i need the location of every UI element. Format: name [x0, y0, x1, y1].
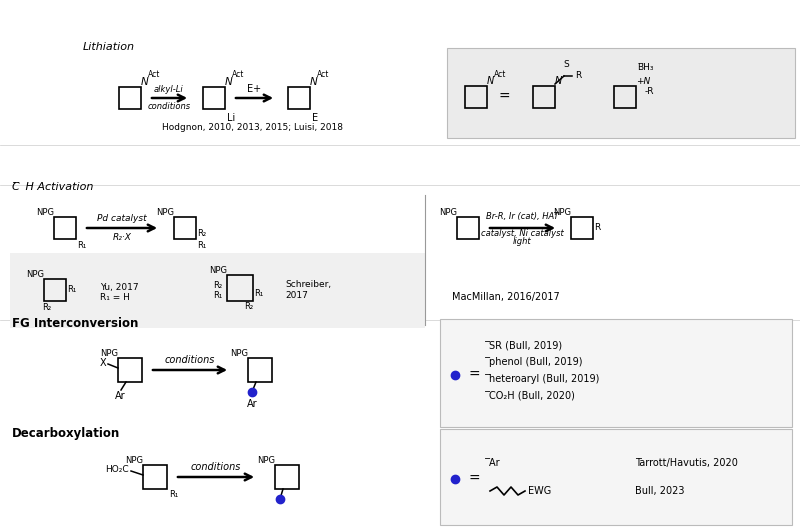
Text: H Activation: H Activation [22, 182, 94, 192]
Text: Bull, 2023: Bull, 2023 [635, 486, 685, 496]
Text: NPG: NPG [26, 270, 44, 279]
Text: Lithiation: Lithiation [83, 42, 135, 52]
Text: R₂: R₂ [197, 229, 206, 238]
Text: E+: E+ [247, 84, 261, 94]
Text: light: light [513, 237, 531, 246]
Text: R₂: R₂ [42, 303, 51, 312]
Text: N: N [141, 77, 149, 87]
Text: C̅: C̅ [12, 182, 20, 192]
Text: =: = [498, 90, 510, 104]
Text: =: = [468, 472, 480, 486]
Text: NPG: NPG [36, 208, 54, 217]
Text: Act: Act [317, 70, 330, 79]
Text: MacMillan, 2016/2017: MacMillan, 2016/2017 [452, 292, 560, 302]
Text: S: S [563, 60, 569, 69]
Text: X: X [99, 358, 106, 368]
Text: R₂·X: R₂·X [113, 233, 131, 242]
Text: ̅Ar: ̅Ar [490, 458, 501, 468]
Bar [10, 253, 425, 328]
Text: Act: Act [232, 70, 244, 79]
Text: N: N [310, 77, 318, 87]
Text: N: N [555, 76, 562, 86]
Bar [440, 319, 792, 427]
Text: Act: Act [494, 70, 506, 79]
Text: conditions: conditions [191, 462, 241, 472]
Text: R₂: R₂ [244, 302, 253, 311]
Text: NPG: NPG [553, 208, 571, 217]
Text: Pd catalyst: Pd catalyst [97, 214, 147, 223]
Text: Tarrott/Havutis, 2020: Tarrott/Havutis, 2020 [635, 458, 738, 468]
Text: R₂: R₂ [213, 281, 222, 290]
Text: R: R [594, 224, 600, 233]
Text: HO₂C: HO₂C [106, 465, 129, 474]
Text: R₁: R₁ [254, 289, 263, 298]
Text: NPG: NPG [257, 456, 275, 465]
Text: ̅phenol (Bull, 2019): ̅phenol (Bull, 2019) [490, 357, 583, 367]
Text: 2017: 2017 [285, 291, 308, 300]
Text: N: N [487, 76, 494, 86]
Text: ̅SR (Bull, 2019): ̅SR (Bull, 2019) [490, 340, 563, 350]
Text: Ar: Ar [114, 391, 126, 401]
Text: NPG: NPG [230, 349, 248, 358]
Text: R₁: R₁ [197, 241, 206, 250]
Bar [447, 48, 795, 138]
Text: E: E [312, 113, 318, 123]
Text: ̅CO₂H (Bull, 2020): ̅CO₂H (Bull, 2020) [490, 391, 576, 401]
Text: alkyl-Li: alkyl-Li [154, 85, 184, 94]
Text: R₁: R₁ [169, 490, 178, 499]
Text: Ar: Ar [246, 399, 258, 409]
Text: EWG: EWG [528, 486, 551, 496]
Text: NPG: NPG [156, 208, 174, 217]
Text: NPG: NPG [439, 208, 457, 217]
Bar [440, 429, 792, 525]
Text: NPG: NPG [125, 456, 143, 465]
Text: Yu, 2017: Yu, 2017 [100, 283, 138, 292]
Text: -R: -R [645, 87, 654, 96]
Text: Act: Act [148, 70, 160, 79]
Text: Li: Li [227, 113, 235, 123]
Text: R: R [575, 72, 582, 81]
Text: R₁: R₁ [213, 292, 222, 301]
Text: NPG: NPG [209, 266, 227, 275]
Text: R₁: R₁ [77, 241, 86, 250]
Text: R₁ = H: R₁ = H [100, 293, 130, 302]
Text: Hodgnon, 2010, 2013, 2015; Luisi, 2018: Hodgnon, 2010, 2013, 2015; Luisi, 2018 [162, 123, 343, 132]
Text: NPG: NPG [100, 349, 118, 358]
Text: catalyst, Ni catalyst: catalyst, Ni catalyst [481, 229, 563, 238]
Text: ̅heteroaryl (Bull, 2019): ̅heteroaryl (Bull, 2019) [490, 374, 600, 384]
Text: R₁: R₁ [67, 286, 76, 295]
Text: conditions: conditions [147, 102, 190, 111]
Text: =: = [468, 368, 480, 382]
Text: N: N [225, 77, 233, 87]
Text: conditions: conditions [165, 355, 215, 365]
Text: B̅H₃: B̅H₃ [637, 63, 654, 72]
Text: Decarboxylation: Decarboxylation [12, 427, 120, 440]
Text: FG Interconversion: FG Interconversion [12, 317, 138, 330]
Text: Schreiber,: Schreiber, [285, 280, 331, 289]
Text: Br-R, Ir (cat), HAT: Br-R, Ir (cat), HAT [486, 212, 558, 221]
Text: +N: +N [636, 77, 650, 86]
